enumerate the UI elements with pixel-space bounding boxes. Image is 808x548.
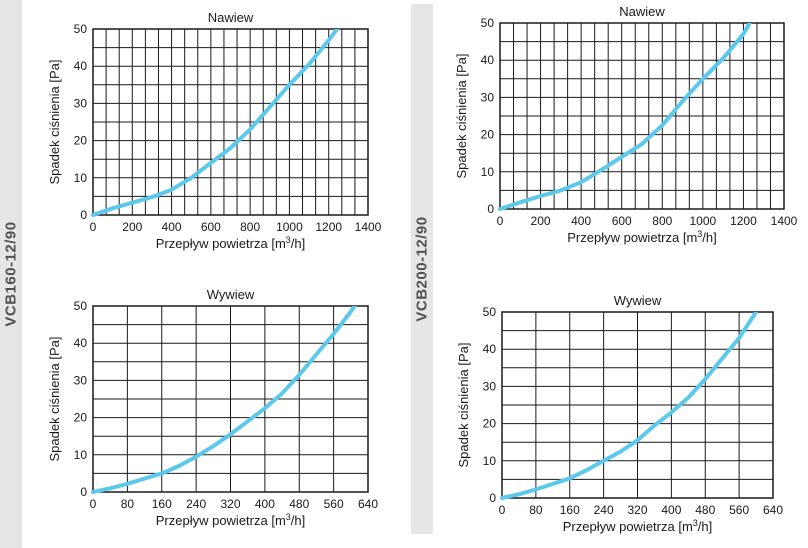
- x-tick-label: 640: [358, 497, 378, 511]
- side-label-panel-right: VCB200-12/90: [411, 4, 433, 534]
- x-axis-label: Przepływ powietrza [m3/h]: [156, 512, 306, 528]
- x-tick-label: 200: [531, 214, 551, 228]
- x-tick-label: 0: [90, 220, 97, 234]
- x-tick-label: 320: [627, 503, 647, 517]
- x-tick-label: 1000: [276, 220, 303, 234]
- y-axis-label: Spadek ciśnienia [Pa]: [47, 59, 62, 184]
- x-tick-label: 800: [652, 214, 672, 228]
- x-tick-label: 240: [186, 497, 206, 511]
- series-line: [500, 312, 759, 500]
- y-axis-label: Spadek ciśnienia [Pa]: [47, 336, 62, 461]
- y-tick-label: 10: [481, 165, 495, 179]
- x-tick-label: 240: [594, 503, 614, 517]
- x-tick-label: 200: [122, 220, 142, 234]
- side-label-panel-left: VCB160-12/90: [0, 0, 22, 548]
- chart-title: Wywiew: [207, 287, 255, 302]
- x-tick-label: 160: [152, 497, 172, 511]
- y-tick-label: 20: [481, 128, 495, 142]
- chart-title: Nawiew: [619, 4, 665, 19]
- x-tick-label: 560: [729, 503, 749, 517]
- y-tick-label: 50: [481, 16, 495, 30]
- y-tick-label: 0: [80, 485, 87, 499]
- y-tick-label: 50: [74, 22, 88, 36]
- series-line: [91, 29, 340, 217]
- y-tick-label: 50: [483, 305, 497, 319]
- x-tick-label: 1400: [771, 214, 798, 228]
- series-line: [91, 306, 358, 494]
- x-axis-label: Przepływ powietrza [m3/h]: [563, 518, 713, 534]
- x-tick-label: 480: [289, 497, 309, 511]
- y-tick-label: 50: [74, 299, 88, 313]
- y-tick-label: 0: [80, 208, 87, 222]
- x-tick-label: 600: [612, 214, 632, 228]
- y-axis-label: Spadek ciśnienia [Pa]: [456, 342, 471, 467]
- chart-3: 0 10 20 30 40 50 0 80 160 240 320 400 480 560 640 Wywie…: [47, 287, 378, 528]
- y-tick-label: 30: [74, 96, 88, 110]
- x-tick-label: 320: [220, 497, 240, 511]
- chart-title: Nawiew: [208, 10, 254, 25]
- x-tick-label: 560: [324, 497, 344, 511]
- x-tick-label: 80: [121, 497, 135, 511]
- x-tick-label: 640: [763, 503, 783, 517]
- y-tick-label: 10: [74, 171, 88, 185]
- x-tick-label: 480: [695, 503, 715, 517]
- y-tick-label: 0: [487, 202, 494, 216]
- x-axis-label: Przepływ powietrza [m3/h]: [156, 235, 306, 251]
- plot-frame: [499, 22, 785, 210]
- y-tick-label: 0: [489, 491, 496, 505]
- plot-frame: [501, 311, 774, 499]
- plot-frame: [92, 305, 369, 493]
- x-tick-label: 800: [240, 220, 260, 234]
- x-tick-label: 400: [571, 214, 591, 228]
- y-tick-label: 40: [74, 59, 88, 73]
- x-tick-label: 400: [255, 497, 275, 511]
- y-tick-label: 20: [74, 134, 88, 148]
- y-tick-label: 40: [74, 336, 88, 350]
- x-tick-label: 0: [90, 497, 97, 511]
- chart-2: 0 10 20 30 40 50 0 200 400 600 800 1000 1200 1400 Nawi…: [454, 4, 798, 245]
- x-tick-label: 160: [560, 503, 580, 517]
- plot-frame: [92, 28, 369, 216]
- y-tick-label: 40: [483, 342, 497, 356]
- y-tick-label: 30: [483, 379, 497, 393]
- y-tick-label: 40: [481, 53, 495, 67]
- x-tick-label: 1400: [355, 220, 382, 234]
- y-tick-label: 10: [74, 448, 88, 462]
- y-tick-label: 20: [74, 411, 88, 425]
- y-axis-label: Spadek ciśnienia [Pa]: [454, 53, 469, 178]
- x-tick-label: 1200: [315, 220, 342, 234]
- x-tick-label: 80: [529, 503, 543, 517]
- x-axis-label: Przepływ powietrza [m3/h]: [567, 229, 717, 245]
- x-tick-label: 600: [201, 220, 221, 234]
- x-tick-label: 1200: [730, 214, 757, 228]
- y-tick-label: 10: [483, 454, 497, 468]
- x-tick-label: 400: [661, 503, 681, 517]
- x-tick-label: 1000: [690, 214, 717, 228]
- y-tick-label: 20: [483, 417, 497, 431]
- x-tick-label: 0: [497, 214, 504, 228]
- y-tick-label: 30: [481, 90, 495, 104]
- y-tick-label: 30: [74, 373, 88, 387]
- chart-4: 0 10 20 30 40 50 0 80 160 240 320 400 480 560 640 Wywie…: [456, 293, 783, 534]
- chart-1: 0 10 20 30 40 50 0 200 400 600 800 1000 1200 1400 Nawi…: [47, 10, 382, 251]
- x-tick-label: 0: [499, 503, 506, 517]
- chart-title: Wywiew: [614, 293, 662, 308]
- series-line: [498, 23, 752, 211]
- x-tick-label: 400: [162, 220, 182, 234]
